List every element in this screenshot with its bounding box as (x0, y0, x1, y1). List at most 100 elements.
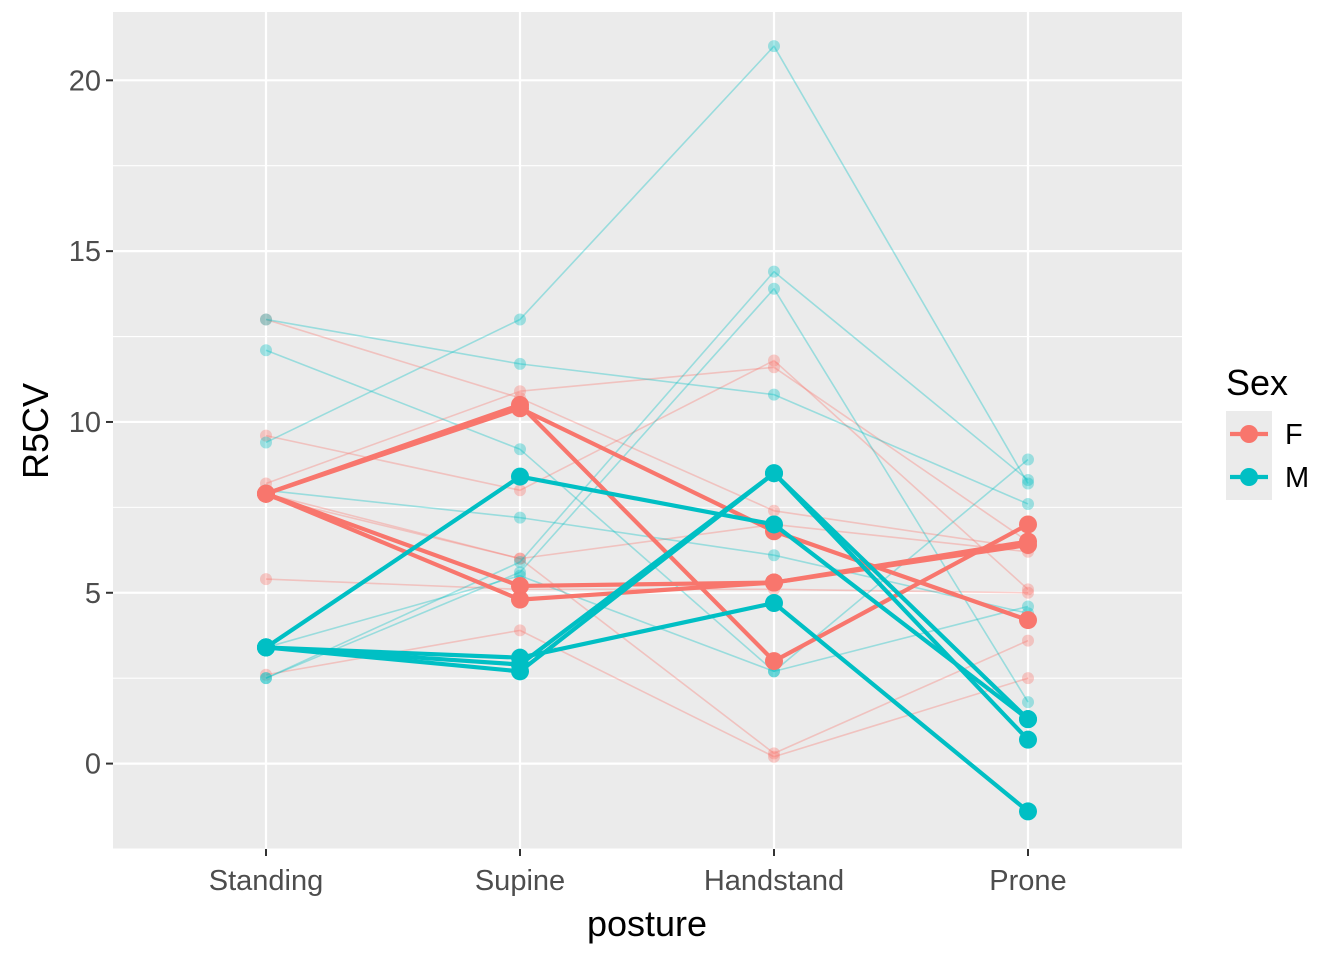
legend-key-M: M (1226, 454, 1309, 500)
series-M-faint (260, 265, 1034, 685)
data-point (514, 357, 526, 370)
data-point (514, 313, 526, 326)
data-point (257, 484, 275, 503)
data-point (260, 429, 272, 442)
data-point (514, 443, 526, 456)
data-point (765, 652, 783, 671)
series-M-faint (260, 282, 1034, 709)
data-point (1019, 730, 1037, 749)
legend-key-point (1240, 425, 1258, 443)
grid-minor (113, 165, 1182, 850)
data-point (765, 573, 783, 592)
y-axis-ticks: 0 5 10 15 20 (69, 65, 113, 781)
data-point (514, 552, 526, 565)
series-line (265, 349, 1029, 673)
data-point (511, 467, 529, 486)
data-point (1022, 672, 1034, 685)
series-line (265, 492, 1029, 560)
y-tick-label: 15 (69, 236, 101, 268)
data-point (1019, 515, 1037, 534)
data-point (260, 672, 272, 685)
data-point (768, 265, 780, 278)
data-point (514, 484, 526, 497)
x-tick-label: Prone (989, 865, 1066, 897)
legend-label: M (1285, 462, 1309, 494)
data-point (768, 504, 780, 517)
y-tick-label: 5 (85, 578, 101, 610)
data-point (514, 624, 526, 637)
data-point (514, 566, 526, 579)
x-axis-ticks: Standing Supine Handstand Prone (209, 849, 1067, 897)
data-point (768, 282, 780, 295)
series-line (265, 471, 1030, 742)
data-point (1022, 497, 1034, 510)
data-point (511, 399, 529, 418)
legend: Sex FM (1226, 362, 1309, 500)
series-line (265, 318, 1029, 550)
data-point (1022, 453, 1034, 466)
series-line (265, 496, 1029, 755)
series-line (265, 600, 1030, 814)
series-line (265, 270, 1029, 679)
series-line (265, 318, 1029, 505)
x-tick-label: Standing (209, 865, 324, 897)
data-point (768, 747, 780, 760)
data-point (257, 638, 275, 657)
legend-keys: FM (1226, 411, 1309, 500)
data-point (1019, 535, 1037, 554)
data-point (768, 361, 780, 374)
legend-key-point (1240, 468, 1258, 486)
data-point (768, 549, 780, 562)
series-line (265, 366, 1029, 543)
series-line (265, 489, 1029, 615)
series-M-faint (260, 344, 1034, 678)
y-tick-label: 10 (69, 407, 101, 439)
data-point (1019, 710, 1037, 729)
data-point (1022, 634, 1034, 647)
data-point (1022, 477, 1034, 490)
data-point (260, 573, 272, 586)
series-line (265, 471, 1030, 721)
data-point (260, 672, 272, 685)
series-M-faint (260, 40, 1034, 490)
series-line (265, 45, 1029, 484)
data-point (511, 655, 529, 674)
data-point (1022, 600, 1034, 613)
data-point (260, 313, 272, 326)
data-point (514, 511, 526, 524)
data-point (260, 313, 272, 326)
data-point (1019, 802, 1037, 821)
series-line (265, 406, 1029, 623)
x-tick-label: Handstand (704, 865, 844, 897)
data-point (260, 344, 272, 357)
data-point (765, 594, 783, 613)
data-point (514, 552, 526, 565)
series-line (265, 287, 1029, 703)
data-point (768, 40, 780, 53)
data-point (511, 576, 529, 595)
legend-label: F (1285, 419, 1303, 451)
grid-major (113, 12, 1182, 849)
series-F-faint (260, 354, 1034, 596)
legend-title: Sex (1226, 362, 1288, 403)
data-point (514, 556, 526, 569)
data-point (1022, 586, 1034, 599)
series-line (264, 474, 1030, 721)
data-point (768, 388, 780, 401)
data-point (1022, 474, 1034, 487)
data-point (765, 515, 783, 534)
x-axis-title: posture (587, 903, 707, 944)
data-point (260, 668, 272, 681)
data-point (1022, 583, 1034, 596)
data-point (514, 385, 526, 398)
data-point (260, 436, 272, 449)
data-point (765, 464, 783, 483)
data-point (511, 590, 529, 609)
data-point (768, 750, 780, 763)
y-tick-label: 0 (85, 749, 101, 781)
series-line (265, 491, 1029, 589)
plot-panel (113, 12, 1182, 849)
series-line (265, 359, 1029, 590)
data-point (1019, 611, 1037, 630)
